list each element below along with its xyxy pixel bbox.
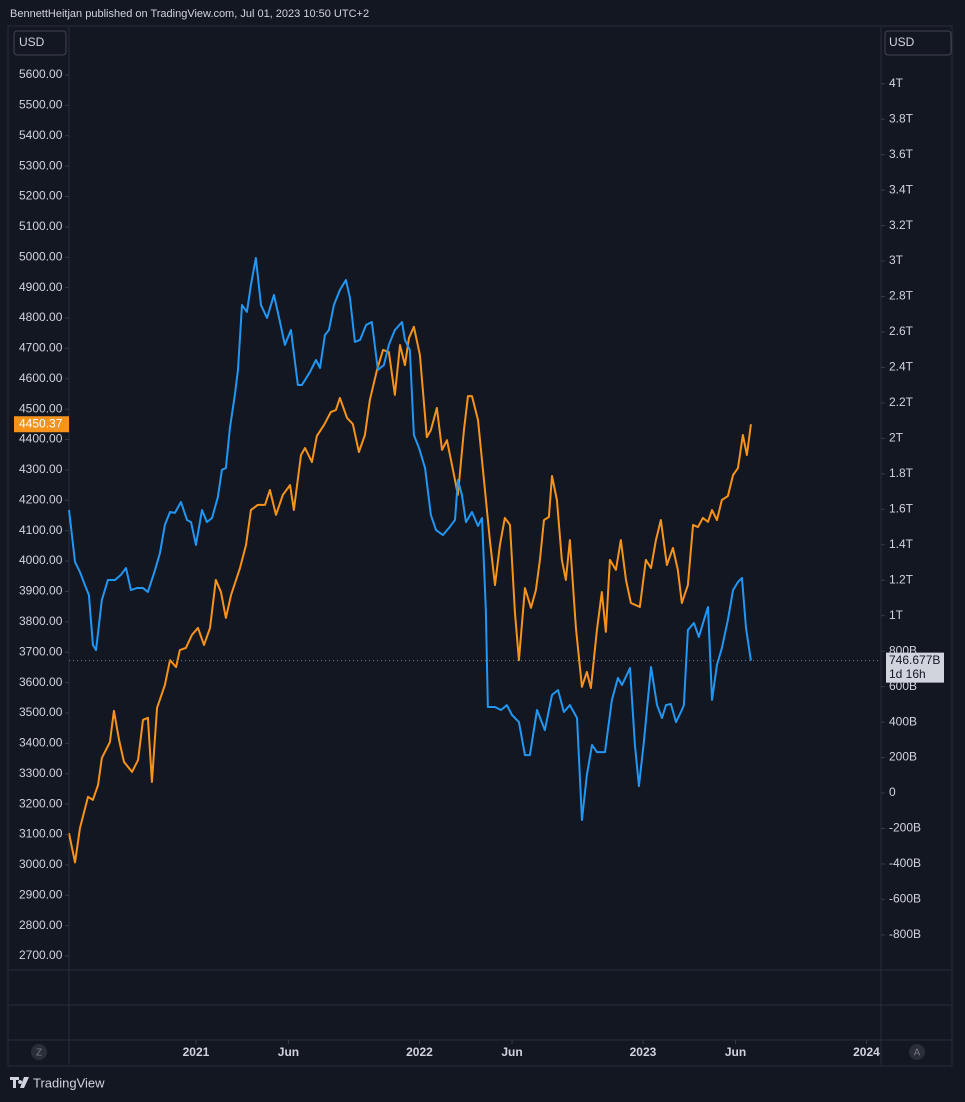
y2-tick-label: -800B (889, 927, 921, 941)
y2-tick-label: 0 (889, 785, 896, 799)
x-tick-label: Jun (278, 1045, 299, 1059)
last-value-badge (886, 652, 944, 683)
y-tick-label: 5000.00 (19, 249, 63, 263)
countdown-label: 1d 16h (889, 667, 926, 681)
y2-tick-label: 400B (889, 714, 917, 728)
y-tick-label: 5400.00 (19, 128, 63, 142)
y-tick-label: 3300.00 (19, 766, 63, 780)
y-tick-label: 3100.00 (19, 827, 63, 841)
y2-tick-label: 200B (889, 750, 917, 764)
y2-tick-label: 1.6T (889, 501, 914, 515)
y-tick-label: 4900.00 (19, 280, 63, 294)
y-tick-label: 5300.00 (19, 158, 63, 172)
right-currency-box[interactable] (884, 30, 952, 56)
right-currency[interactable]: USD (889, 35, 915, 49)
y-tick-label: 3700.00 (19, 644, 63, 658)
y-tick-label: 4500.00 (19, 401, 63, 415)
x-tick-label: Jun (501, 1045, 522, 1059)
y-tick-label: 3900.00 (19, 584, 63, 598)
y2-tick-label: 1T (889, 608, 904, 622)
y-tick-label: 4600.00 (19, 371, 63, 385)
y2-tick-label: 3.8T (889, 111, 914, 125)
plot-area (68, 257, 881, 864)
y-tick-label: 4700.00 (19, 341, 63, 355)
y2-tick-label: -400B (889, 856, 921, 870)
y2-tick-label: -600B (889, 892, 921, 906)
auto-button-label[interactable]: A (914, 1048, 921, 1059)
x-tick-label: 2024 (853, 1045, 880, 1059)
y-tick-label: 3200.00 (19, 796, 63, 810)
brand: TradingView (33, 1075, 105, 1090)
x-tick-label: Jun (725, 1045, 746, 1059)
y-tick-label: 5500.00 (19, 98, 63, 112)
y2-tick-label: 3.2T (889, 218, 914, 232)
zoom-button[interactable] (31, 1044, 47, 1060)
brand-logo (10, 1077, 29, 1088)
y-tick-label: 5200.00 (19, 189, 63, 203)
y2-tick-label: 3.4T (889, 182, 914, 196)
series-line (68, 257, 752, 821)
last-value-label: 746.677B (889, 653, 940, 667)
y-tick-label: 2700.00 (19, 948, 63, 962)
y2-tick-label: 2.2T (889, 395, 914, 409)
y2-tick-label: 1.8T (889, 466, 914, 480)
y-tick-label: 4200.00 (19, 492, 63, 506)
y-tick-label: 4800.00 (19, 310, 63, 324)
auto-button[interactable] (909, 1044, 925, 1060)
y-tick-label: 3600.00 (19, 675, 63, 689)
y2-tick-label: 3.6T (889, 147, 914, 161)
left-currency-box[interactable] (13, 30, 67, 56)
x-tick-label: 2022 (406, 1045, 433, 1059)
y2-tick-label: 1.4T (889, 537, 914, 551)
last-value-badge (14, 416, 69, 433)
y-tick-label: 4400.00 (19, 432, 63, 446)
y2-tick-label: 2.8T (889, 289, 914, 303)
y2-tick-label: -200B (889, 821, 921, 835)
y2-tick-label: 4T (889, 76, 904, 90)
y2-tick-label: 2.4T (889, 360, 914, 374)
series-line (68, 325, 752, 864)
y-tick-label: 3800.00 (19, 614, 63, 628)
y2-tick-label: 2T (889, 431, 904, 445)
y-tick-label: 4100.00 (19, 523, 63, 537)
y-tick-label: 2800.00 (19, 918, 63, 932)
x-tick-label: 2021 (183, 1045, 210, 1059)
y2-tick-label: 2.6T (889, 324, 914, 338)
attribution: BennettHeitjan published on TradingView.… (10, 8, 369, 20)
y-tick-label: 3500.00 (19, 705, 63, 719)
last-value-label: 4450.37 (19, 416, 63, 430)
x-tick-label: 2023 (630, 1045, 657, 1059)
y-tick-label: 3400.00 (19, 736, 63, 750)
y-tick-label: 4000.00 (19, 553, 63, 567)
y-tick-label: 5600.00 (19, 67, 63, 81)
y-tick-label: 5100.00 (19, 219, 63, 233)
y-tick-label: 4300.00 (19, 462, 63, 476)
y-tick-label: 2900.00 (19, 887, 63, 901)
y2-tick-label: 3T (889, 253, 904, 267)
chart-frame (7, 25, 953, 1067)
y2-tick-label: 1.2T (889, 572, 914, 586)
left-currency[interactable]: USD (19, 35, 45, 49)
y-tick-label: 3000.00 (19, 857, 63, 871)
zoom-button-label[interactable]: Z (36, 1048, 42, 1059)
